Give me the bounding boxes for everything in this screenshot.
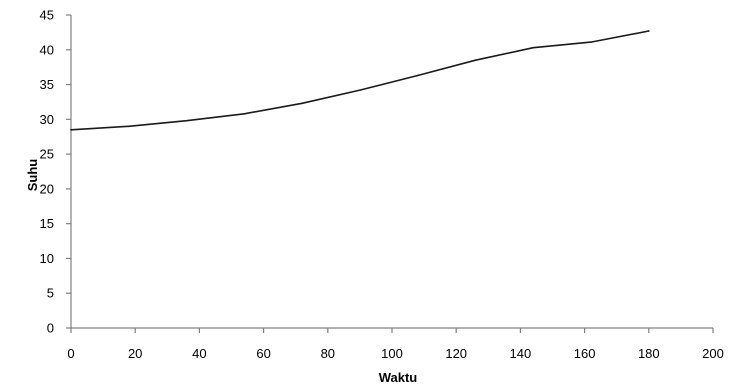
x-tick-label: 40 [192, 346, 206, 361]
y-tick-label: 45 [40, 8, 54, 23]
x-tick-label: 180 [638, 346, 660, 361]
axes [70, 15, 713, 329]
y-tick-label: 5 [47, 286, 54, 301]
x-tick-label: 140 [510, 346, 532, 361]
y-axis-title: Suhu [25, 159, 40, 192]
data-point [359, 89, 361, 91]
x-tick-label: 120 [445, 346, 467, 361]
y-tick-label: 0 [47, 321, 54, 336]
data-point [301, 102, 303, 105]
y-tick-label: 10 [40, 251, 54, 266]
y-tick-label: 30 [40, 112, 54, 127]
x-tick-label: 60 [256, 346, 270, 361]
y-tick-label: 25 [40, 147, 54, 162]
data-point [474, 59, 477, 62]
y-tick-label: 35 [40, 77, 54, 92]
x-tick-label: 0 [67, 346, 74, 361]
data-point [532, 46, 535, 49]
data-point [243, 112, 246, 115]
ticks: 0 5 10 15 20 25 30 35 40 45 0 20 40 60 80 100 120 140 160 1… [40, 8, 724, 362]
x-tick-label: 80 [321, 346, 335, 361]
x-tick-label: 160 [574, 346, 596, 361]
data-point [185, 119, 188, 122]
y-tick-label: 15 [40, 216, 54, 231]
x-tick-label: 20 [128, 346, 142, 361]
data-point [648, 30, 650, 32]
x-tick-label: 100 [381, 346, 403, 361]
data-point [416, 74, 419, 77]
data-point [70, 128, 72, 131]
y-tick-label: 20 [40, 181, 54, 196]
data-point [590, 41, 592, 43]
x-tick-label: 200 [702, 346, 724, 361]
x-axis-title: Waktu [379, 370, 418, 385]
series-layer [70, 30, 650, 131]
y-tick-label: 40 [40, 42, 54, 57]
series-line [70, 30, 650, 131]
data-point [127, 125, 130, 128]
